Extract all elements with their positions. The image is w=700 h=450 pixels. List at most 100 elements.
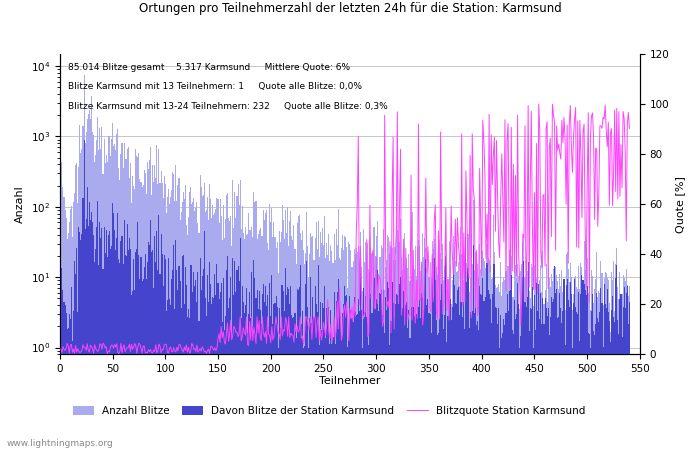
Bar xyxy=(399,243,400,450)
Bar xyxy=(337,209,339,450)
Bar xyxy=(133,259,134,450)
Bar xyxy=(98,265,99,450)
Bar xyxy=(569,307,570,450)
Bar xyxy=(389,254,391,450)
Bar xyxy=(176,270,177,450)
Bar xyxy=(193,198,195,450)
Bar xyxy=(329,344,330,450)
Bar xyxy=(558,317,559,450)
Bar xyxy=(90,119,91,450)
Bar xyxy=(595,279,596,450)
Bar xyxy=(587,258,588,450)
Bar xyxy=(168,258,169,450)
Bar xyxy=(345,296,346,450)
Bar xyxy=(486,244,487,450)
Bar xyxy=(234,192,235,450)
Bar xyxy=(603,278,605,450)
Bar xyxy=(368,345,370,450)
Bar xyxy=(232,258,233,450)
Bar xyxy=(610,332,611,450)
Bar xyxy=(289,304,290,450)
Bar xyxy=(328,306,329,450)
Bar xyxy=(230,277,231,450)
Bar xyxy=(507,266,508,450)
Bar xyxy=(572,310,573,450)
Bar xyxy=(76,248,77,450)
Bar xyxy=(298,290,299,450)
Bar xyxy=(332,337,333,450)
Bar xyxy=(624,308,626,450)
Bar xyxy=(611,272,612,450)
Bar xyxy=(362,292,363,450)
Bar xyxy=(233,229,235,450)
Bar xyxy=(557,318,558,450)
Bar xyxy=(300,265,301,450)
Bar xyxy=(303,347,304,450)
Bar xyxy=(162,198,164,450)
Blitzquote Station Karmsund xyxy=(88,346,97,351)
Bar xyxy=(229,221,230,450)
Bar xyxy=(308,277,309,450)
Bar xyxy=(451,320,452,450)
Bar xyxy=(380,294,381,450)
Bar xyxy=(312,236,314,450)
Bar xyxy=(534,295,535,450)
Bar xyxy=(366,256,368,450)
Bar xyxy=(85,132,87,450)
Bar xyxy=(106,257,108,450)
Bar xyxy=(515,266,516,450)
Bar xyxy=(106,162,108,450)
Bar xyxy=(241,206,243,450)
Bar xyxy=(62,187,64,450)
Bar xyxy=(538,284,539,450)
Bar xyxy=(305,253,306,450)
Bar xyxy=(570,282,571,450)
Bar xyxy=(170,197,171,450)
Bar xyxy=(283,291,284,450)
Bar xyxy=(111,246,112,450)
Bar xyxy=(554,266,555,450)
Bar xyxy=(428,313,430,450)
Bar xyxy=(530,308,531,450)
Line: Blitzquote Station Karmsund: Blitzquote Station Karmsund xyxy=(61,104,629,354)
Bar xyxy=(290,286,291,450)
Bar xyxy=(149,160,150,450)
Bar xyxy=(351,318,353,450)
Bar xyxy=(476,272,477,450)
Bar xyxy=(90,220,91,450)
Bar xyxy=(372,227,374,450)
Bar xyxy=(426,268,428,450)
Bar xyxy=(526,270,528,450)
Bar xyxy=(330,245,331,450)
Bar xyxy=(555,266,556,450)
Bar xyxy=(270,222,272,450)
Bar xyxy=(247,333,248,450)
Bar xyxy=(383,290,384,450)
Bar xyxy=(310,233,312,450)
Bar xyxy=(230,216,231,450)
Bar xyxy=(458,262,459,450)
Blitzquote Station Karmsund xyxy=(535,101,543,107)
Bar xyxy=(416,276,417,450)
Text: 85.014 Blitze gesamt    5.317 Karmsund     Mittlere Quote: 6%: 85.014 Blitze gesamt 5.317 Karmsund Mitt… xyxy=(69,63,351,72)
Bar xyxy=(441,284,442,450)
Blitzquote Station Karmsund xyxy=(57,346,65,352)
Bar xyxy=(406,258,407,450)
Bar xyxy=(550,287,551,450)
Bar xyxy=(303,250,304,450)
Bar xyxy=(155,178,156,450)
Bar xyxy=(249,230,250,450)
Bar xyxy=(265,286,266,450)
Bar xyxy=(519,347,520,450)
Bar xyxy=(235,292,237,450)
Bar xyxy=(386,310,387,450)
Bar xyxy=(381,245,382,450)
Bar xyxy=(539,319,540,450)
Bar xyxy=(69,315,70,450)
Bar xyxy=(614,322,615,450)
Bar xyxy=(104,163,106,450)
Bar xyxy=(77,311,78,450)
Bar xyxy=(136,249,137,450)
Bar xyxy=(231,333,232,450)
Bar xyxy=(510,290,511,450)
